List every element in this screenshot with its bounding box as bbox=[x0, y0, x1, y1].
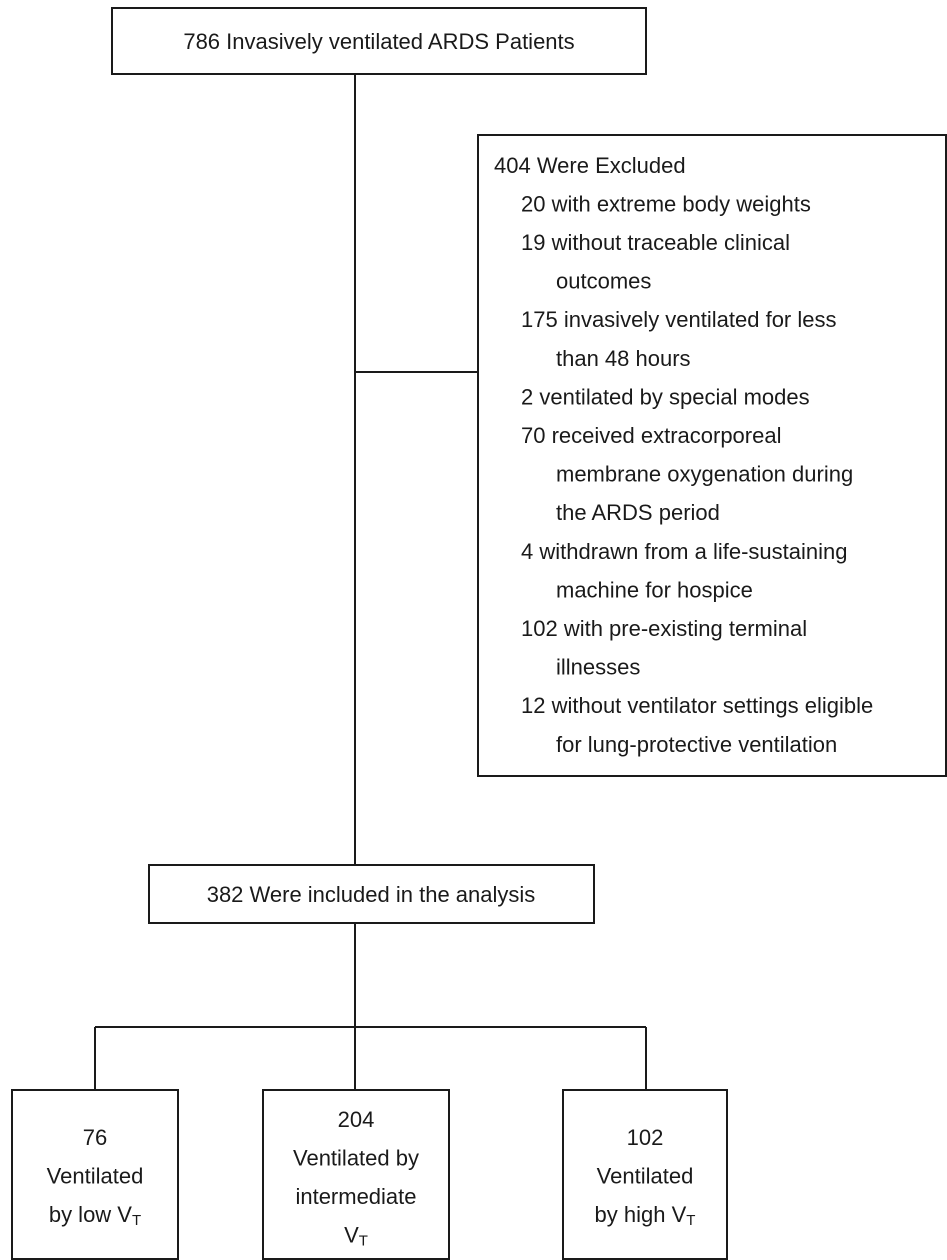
start-label: 786 Invasively ventilated ARDS Patients bbox=[183, 29, 574, 54]
excluded-box bbox=[477, 134, 947, 777]
group-box bbox=[11, 1089, 179, 1260]
excluded-item: than 48 hours bbox=[556, 346, 691, 371]
group-label: intermediate bbox=[295, 1184, 416, 1209]
group-label: 76 bbox=[83, 1125, 107, 1150]
excluded-item: machine for hospice bbox=[556, 577, 753, 602]
excluded-item: 12 without ventilator settings eligible bbox=[521, 693, 873, 718]
excluded-item: outcomes bbox=[556, 269, 651, 294]
group-box bbox=[562, 1089, 728, 1260]
group-label: 102 bbox=[627, 1125, 664, 1150]
group-box bbox=[262, 1089, 450, 1260]
group-label: 204 bbox=[338, 1107, 375, 1132]
excluded-item: membrane oxygenation during bbox=[556, 462, 853, 487]
start-box bbox=[111, 7, 647, 75]
excluded-item: illnesses bbox=[556, 655, 640, 680]
group-label: Ventilated bbox=[47, 1163, 144, 1188]
group-label: by low VT bbox=[49, 1202, 141, 1229]
subscript: T bbox=[359, 1232, 368, 1249]
excluded-item: 4 withdrawn from a life-sustaining bbox=[521, 539, 847, 564]
excluded-item: 70 received extracorporeal bbox=[521, 423, 781, 448]
excluded-item: the ARDS period bbox=[556, 500, 720, 525]
excluded-item: 20 with extreme body weights bbox=[521, 191, 811, 216]
group-label: by high VT bbox=[595, 1202, 696, 1229]
subscript: T bbox=[132, 1212, 141, 1229]
excluded-item: 19 without traceable clinical bbox=[521, 230, 790, 255]
subscript: T bbox=[686, 1212, 695, 1229]
excluded-title: 404 Were Excluded bbox=[494, 153, 686, 178]
included-box bbox=[148, 864, 595, 924]
text-part: by low V bbox=[49, 1202, 132, 1227]
group-label: Ventilated bbox=[597, 1163, 694, 1188]
excluded-item: 2 ventilated by special modes bbox=[521, 384, 810, 409]
excluded-item: 175 invasively ventilated for less bbox=[521, 307, 837, 332]
excluded-item: for lung-protective ventilation bbox=[556, 732, 837, 757]
group-label: VT bbox=[344, 1222, 368, 1249]
text-part: V bbox=[344, 1222, 359, 1247]
excluded-item: 102 with pre-existing terminal bbox=[521, 616, 807, 641]
group-label: Ventilated by bbox=[293, 1145, 419, 1170]
included-label: 382 Were included in the analysis bbox=[207, 882, 536, 907]
text-part: by high V bbox=[595, 1202, 687, 1227]
